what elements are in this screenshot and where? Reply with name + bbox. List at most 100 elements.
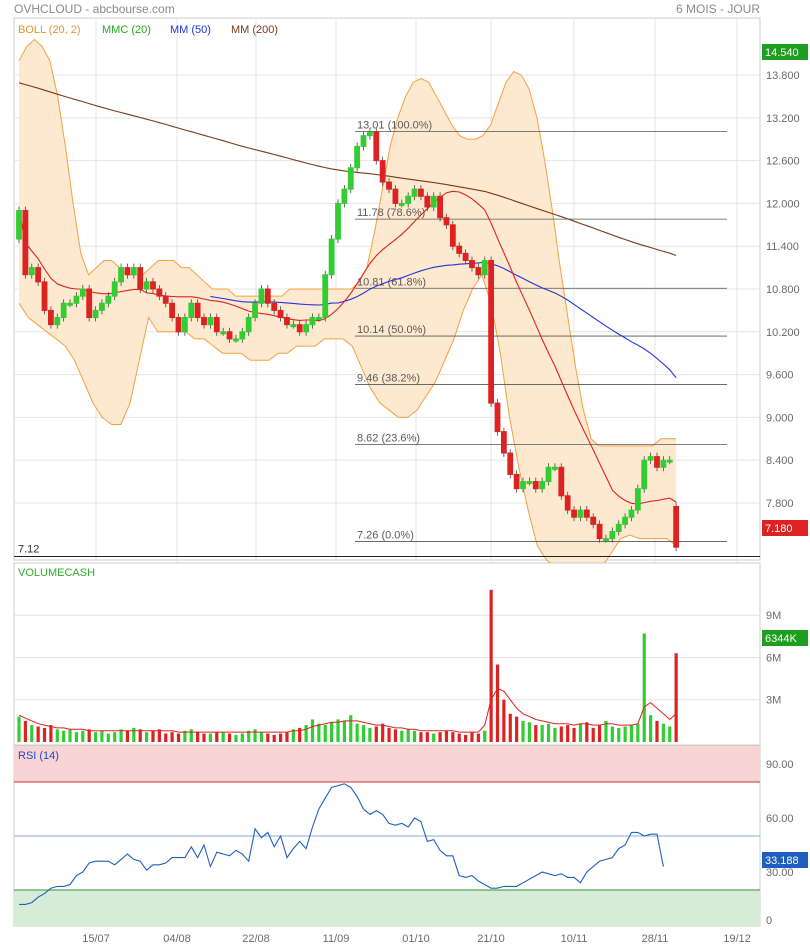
candle-body <box>545 466 552 483</box>
candle-body <box>571 509 577 518</box>
rsi-overbought-zone <box>14 746 760 782</box>
mm200-line <box>18 82 677 257</box>
candle-body <box>437 195 443 219</box>
volume-tick-label: 3M <box>766 695 781 707</box>
candle-body <box>258 288 265 304</box>
candle-body <box>220 331 227 335</box>
volume-bar <box>483 730 487 742</box>
volume-bar <box>304 725 308 742</box>
legend-entry: MM (200) <box>231 24 278 36</box>
candle-body <box>634 488 641 511</box>
volume-badge-text: 6344K <box>765 633 797 645</box>
volume-bar <box>476 733 480 742</box>
volume-bar <box>527 722 531 742</box>
rsi-badge-text: 33.188 <box>765 855 799 867</box>
date-tick-label: 01/10 <box>402 933 430 945</box>
candle-body <box>360 135 367 147</box>
candle-body <box>660 459 667 468</box>
volume-bar <box>381 723 385 742</box>
candle-body <box>181 317 188 333</box>
volume-panel-frame <box>13 562 761 746</box>
fibonacci-label: 11.78 (78.6%) <box>357 207 425 219</box>
rsi-badge: 33.188 <box>762 852 808 868</box>
candle-body <box>54 317 61 326</box>
fibonacci-label: 9.46 (38.2%) <box>357 373 420 385</box>
candle-body <box>494 402 501 433</box>
candle-body <box>411 188 418 197</box>
volume-bar <box>330 722 334 742</box>
volume-bar <box>540 725 544 742</box>
candle-body <box>475 267 482 276</box>
volume-bar <box>106 733 110 742</box>
candle-body <box>507 452 514 475</box>
rsi-panel: RSI (14) 90.00 60.00 30.00 0 33.188 <box>13 745 808 927</box>
chart-legend: BOLL (20, 2) MMC (20) MM (50) MM (200) <box>18 24 278 36</box>
price-tick-label: 9.600 <box>766 370 794 382</box>
volume-bar <box>610 726 614 742</box>
candle-body <box>462 252 469 261</box>
date-tick-label: 15/07 <box>82 933 110 945</box>
candle-body <box>60 302 67 319</box>
volume-bar <box>495 664 500 742</box>
volume-bar <box>125 730 130 742</box>
volume-bar <box>361 725 366 742</box>
volume-bar <box>655 720 659 742</box>
volume-bar <box>164 733 168 742</box>
price-tick-label: 10.200 <box>766 327 800 339</box>
volume-bar <box>368 727 372 742</box>
candle-body <box>666 459 673 463</box>
candle-body <box>647 456 654 461</box>
candle-body <box>609 530 616 540</box>
candle-body <box>558 466 565 497</box>
candle-body <box>169 302 176 319</box>
volume-tick-label: 6M <box>766 652 781 664</box>
volume-bar <box>266 733 270 742</box>
volume-title: VOLUMECASH <box>18 567 95 579</box>
period-label: 6 MOIS - JOUR <box>675 2 760 16</box>
candle-body <box>150 281 156 290</box>
candle-body <box>328 238 335 276</box>
candle-body <box>111 281 118 297</box>
candle-body <box>354 145 361 169</box>
candle-body <box>92 309 99 319</box>
volume-bar <box>668 726 672 742</box>
price-tick-label: 8.400 <box>766 455 794 467</box>
candle-body <box>22 210 29 276</box>
volume-bar <box>534 725 538 742</box>
rsi-tick-label: 60.00 <box>766 813 794 825</box>
volume-bar <box>464 734 468 742</box>
rsi-tick-label: 0 <box>766 915 772 927</box>
last-price-badge-bg <box>762 44 808 60</box>
volume-bar <box>272 734 276 742</box>
candle-body <box>79 288 86 297</box>
candle-body <box>213 317 220 333</box>
candle-body <box>290 324 297 328</box>
candle-body <box>175 317 182 333</box>
volume-bar <box>400 730 404 742</box>
candle-body <box>481 259 488 276</box>
volume-bar <box>432 733 436 742</box>
volume-bar <box>68 729 72 742</box>
candle-body <box>622 516 629 525</box>
current-price-badge-text: 7.180 <box>765 523 793 535</box>
volume-bar <box>617 727 621 742</box>
price-tick-label: 11.400 <box>766 241 799 253</box>
price-tick-label: 13.200 <box>766 113 800 125</box>
candle-body <box>488 259 495 404</box>
rsi-gridlines <box>14 781 760 891</box>
chart-header: OVHCLOUD - abcbourse.com 6 MOIS - JOUR <box>0 0 810 18</box>
candle-body <box>201 317 207 326</box>
volume-bar <box>323 725 327 742</box>
rsi-title: RSI (14) <box>18 750 59 762</box>
volume-bar <box>170 732 174 742</box>
candle-body <box>73 295 80 304</box>
candle-body <box>35 267 42 283</box>
price-tick-label: 9.000 <box>766 412 794 424</box>
volume-badge: 6344K <box>762 630 808 646</box>
volume-bar <box>629 725 634 742</box>
candle-body <box>233 338 239 342</box>
volume-bar <box>227 733 232 742</box>
candle-body <box>156 288 163 297</box>
price-tick-label: 7.800 <box>766 498 794 510</box>
